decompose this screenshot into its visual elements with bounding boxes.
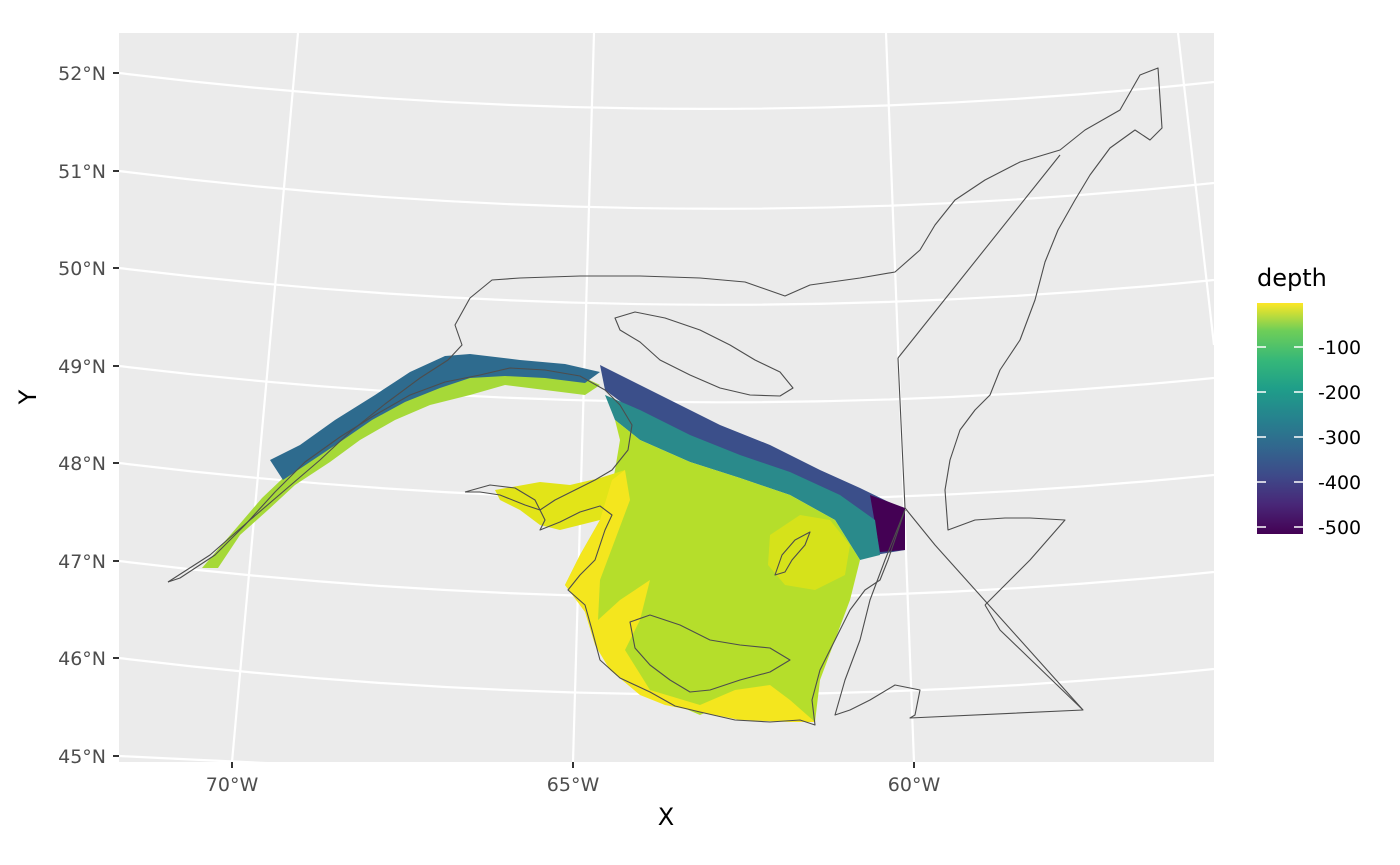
y-tick-label: 47°N: [58, 551, 106, 573]
estuary-shallow-cells: [202, 370, 600, 568]
legend-label: -500: [1318, 517, 1361, 539]
legend-label: -400: [1318, 472, 1361, 494]
st-lawrence-south-shore: [167, 367, 633, 583]
chaleur-bay-cells: [495, 470, 625, 530]
legend-label: -300: [1318, 427, 1361, 449]
legend-colorbar: [1257, 303, 1303, 534]
y-tick-label: 50°N: [58, 258, 106, 280]
coastline: [167, 67, 1163, 726]
y-axis-title: Y: [14, 389, 42, 405]
y-tick-label: 45°N: [58, 746, 106, 768]
y-tick-label: 48°N: [58, 453, 106, 475]
pei-island: [629, 614, 791, 693]
magdalen-islands: [774, 531, 811, 576]
gaspe-chaleur-coast: [464, 484, 906, 726]
x-axis: 70°W 65°W 60°W X: [206, 762, 941, 831]
legend-label: -200: [1318, 382, 1361, 404]
x-tick-label: 65°W: [547, 774, 600, 796]
depth-raster: [202, 354, 905, 722]
magdalen-bank-cells: [768, 515, 850, 590]
x-axis-title: X: [658, 803, 674, 831]
newfoundland-west-coast: [897, 357, 1084, 711]
strait-line: [897, 154, 1061, 359]
legend-title: depth: [1257, 264, 1327, 292]
estuary-channel-cells: [270, 354, 600, 480]
x-tick-label: 60°W: [888, 774, 941, 796]
nearshore-shallow-cells: [565, 470, 815, 722]
y-tick-label: 46°N: [58, 648, 106, 670]
y-tick-label: 51°N: [58, 161, 106, 183]
legend-label: -100: [1318, 337, 1361, 359]
north-shore-coast: [167, 67, 1163, 606]
deep-channel-cells: [870, 495, 905, 552]
cape-breton-coast: [834, 509, 1084, 719]
y-tick-label: 52°N: [58, 63, 106, 85]
channel-transition-cells: [605, 395, 880, 560]
x-tick-label: 70°W: [206, 774, 259, 796]
depth-legend: depth -100 -200 -300 -400 -500: [1257, 264, 1361, 539]
y-axis: 52°N 51°N 50°N 49°N 48°N 47°N 46°N 45°N …: [14, 63, 119, 768]
y-tick-label: 49°N: [58, 356, 106, 378]
anticosti-island: [614, 311, 794, 397]
magdalen-shelf-cells: [565, 420, 860, 722]
